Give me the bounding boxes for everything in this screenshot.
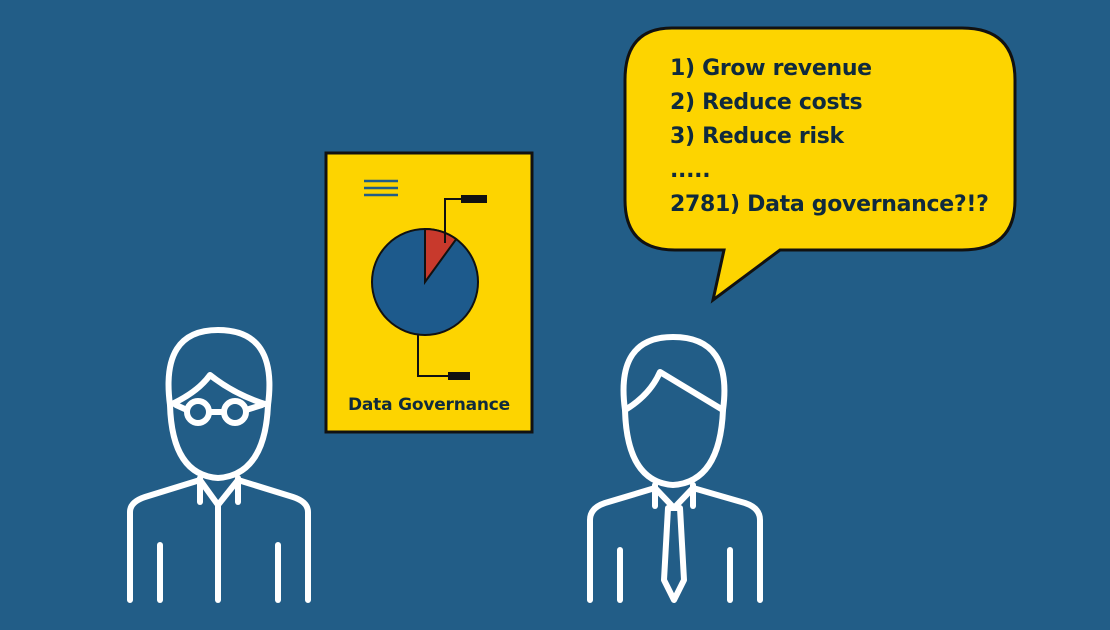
- person-right-head: [622, 407, 726, 488]
- data-governance-poster: [324, 151, 534, 434]
- person-left-hair: [165, 327, 273, 408]
- callout-label-bottom: [448, 372, 470, 380]
- bubble-line: 2) Reduce costs: [670, 90, 863, 115]
- person-with-tie: [587, 334, 763, 603]
- speech-bubble-text: 1) Grow revenue 2) Reduce costs 3) Reduc…: [670, 52, 989, 222]
- pie-slice-red: [424, 227, 458, 286]
- bubble-line: 1) Grow revenue: [670, 56, 872, 81]
- person-left-body: [127, 477, 311, 603]
- callout-label-top: [461, 195, 487, 203]
- speech-bubble: [623, 26, 1017, 304]
- pie-chart: [371, 227, 479, 336]
- glasses-icon: [173, 398, 265, 426]
- bubble-line: 3) Reduce risk: [670, 124, 844, 149]
- bubble-line: .....: [670, 158, 711, 183]
- person-left-head: [167, 402, 271, 481]
- person-right-hair: [620, 334, 728, 413]
- chart-callout-lines: [417, 198, 462, 377]
- person-right-body: [587, 485, 763, 603]
- bubble-line: 2781) Data governance?!?: [670, 192, 989, 217]
- person-with-glasses: [127, 327, 311, 603]
- poster-title: Data Governance: [347, 395, 510, 415]
- tie-icon: [661, 505, 687, 603]
- menu-icon: [364, 179, 398, 197]
